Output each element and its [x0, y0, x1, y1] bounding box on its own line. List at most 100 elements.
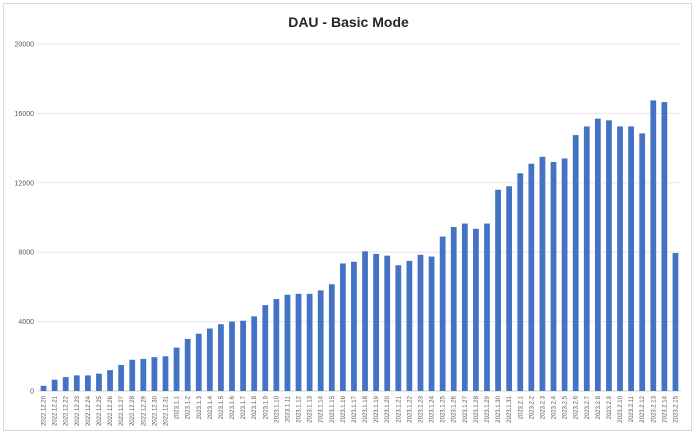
x-tick-label: 2022.12.20	[42, 395, 48, 426]
bar	[594, 118, 601, 391]
y-tick-label: 4000	[18, 319, 34, 326]
x-tick-label: 2023.1.15	[330, 395, 336, 422]
bar	[473, 228, 479, 391]
bar	[218, 324, 224, 391]
y-tick-label: 20000	[15, 42, 35, 49]
x-tick-label: 2023.1.19	[374, 395, 380, 422]
bar	[351, 261, 357, 391]
bar	[129, 359, 136, 391]
x-tick-label: 2023.2.15	[673, 395, 679, 422]
bar	[450, 227, 457, 391]
x-tick-label: 2023.1.9	[263, 395, 269, 419]
x-tick-label: 2023.1.14	[319, 395, 325, 422]
x-tick-label: 2022.12.22	[64, 395, 70, 426]
x-tick-label: 2023.2.9	[607, 395, 613, 419]
y-tick-label: 16000	[15, 111, 35, 118]
y-tick-label: 8000	[18, 250, 34, 257]
x-tick-label: 2023.2.12	[640, 395, 646, 422]
x-tick-label: 2022.12.21	[53, 395, 59, 426]
bar	[118, 364, 125, 391]
bar	[251, 316, 258, 391]
bar	[672, 253, 679, 391]
bar	[151, 357, 158, 391]
bar	[583, 126, 590, 391]
x-tick-label: 2023.2.14	[662, 395, 668, 422]
bar	[284, 294, 291, 391]
bar	[517, 173, 524, 391]
bar	[506, 186, 513, 391]
x-tick-label: 2023.1.7	[241, 395, 247, 419]
x-tick-label: 2022.12.28	[130, 395, 136, 426]
x-tick-label: 2023.2.13	[651, 395, 657, 422]
bar	[229, 321, 235, 391]
x-tick-label: 2023.2.2	[529, 395, 535, 419]
bar	[417, 254, 424, 391]
x-tick-label: 2023.2.6	[574, 395, 580, 419]
x-tick-label: 2022.12.30	[152, 395, 158, 426]
bar	[40, 385, 47, 391]
bar	[51, 379, 58, 391]
bar	[162, 356, 169, 391]
bar	[639, 133, 646, 392]
x-tick-label: 2023.1.29	[485, 395, 491, 422]
x-tick-label: 2023.1.30	[496, 395, 502, 422]
bar	[495, 189, 501, 391]
x-tick-label: 2023.1.2	[186, 395, 192, 419]
x-tick-label: 2022.12.25	[97, 395, 103, 426]
bar	[107, 370, 113, 391]
bar	[328, 284, 335, 391]
bar	[306, 293, 313, 391]
x-tick-label: 2022.12.31	[163, 395, 169, 426]
x-tick-label: 2023.1.23	[418, 395, 424, 422]
bar	[140, 358, 147, 391]
x-tick-label: 2023.2.10	[618, 395, 624, 422]
bar	[395, 265, 402, 391]
bar	[317, 290, 324, 391]
x-tick-label: 2023.2.11	[629, 395, 635, 422]
bar	[195, 333, 202, 391]
x-tick-label: 2023.1.21	[396, 395, 402, 422]
bar	[273, 299, 280, 391]
bar	[62, 377, 69, 391]
bar	[73, 375, 80, 391]
x-tick-label: 2023.2.3	[540, 395, 546, 419]
x-tick-label: 2023.1.10	[274, 395, 280, 422]
bar	[661, 102, 668, 391]
x-tick-label: 2023.1.18	[363, 395, 369, 422]
x-tick-label: 2023.1.6	[230, 395, 236, 419]
bar	[295, 293, 302, 391]
x-tick-label: 2023.1.31	[507, 395, 513, 422]
x-tick-label: 2023.1.12	[297, 395, 303, 422]
x-tick-label: 2023.1.25	[441, 395, 447, 422]
bar	[628, 126, 634, 391]
bar	[539, 156, 546, 391]
x-tick-label: 2023.1.1	[175, 395, 181, 419]
x-tick-label: 2023.2.5	[563, 395, 569, 419]
bar	[406, 260, 413, 391]
bar	[240, 320, 246, 391]
bar	[439, 236, 446, 391]
x-tick-label: 2023.1.4	[208, 395, 214, 419]
x-tick-label: 2023.1.22	[407, 395, 413, 422]
x-tick-label: 2023.1.11	[285, 395, 291, 422]
bar	[550, 161, 557, 391]
y-tick-label: 0	[30, 389, 34, 396]
x-tick-label: 2022.12.23	[75, 395, 81, 426]
x-tick-label: 2023.1.17	[352, 395, 358, 422]
bar	[362, 251, 368, 391]
bar	[606, 120, 612, 391]
y-tick-label: 12000	[15, 180, 35, 187]
x-tick-label: 2023.1.24	[430, 395, 436, 422]
x-tick-label: 2023.1.20	[385, 395, 391, 422]
bar	[428, 256, 435, 391]
bar	[85, 375, 91, 391]
x-tick-label: 2022.12.24	[86, 395, 92, 426]
x-tick-label: 2023.1.26	[452, 395, 458, 422]
bar	[96, 373, 102, 391]
bar	[650, 100, 657, 391]
x-tick-label: 2022.12.27	[119, 395, 125, 426]
bar	[384, 255, 391, 391]
x-tick-label: 2023.1.28	[474, 395, 480, 422]
x-tick-label: 2023.1.13	[308, 395, 314, 422]
